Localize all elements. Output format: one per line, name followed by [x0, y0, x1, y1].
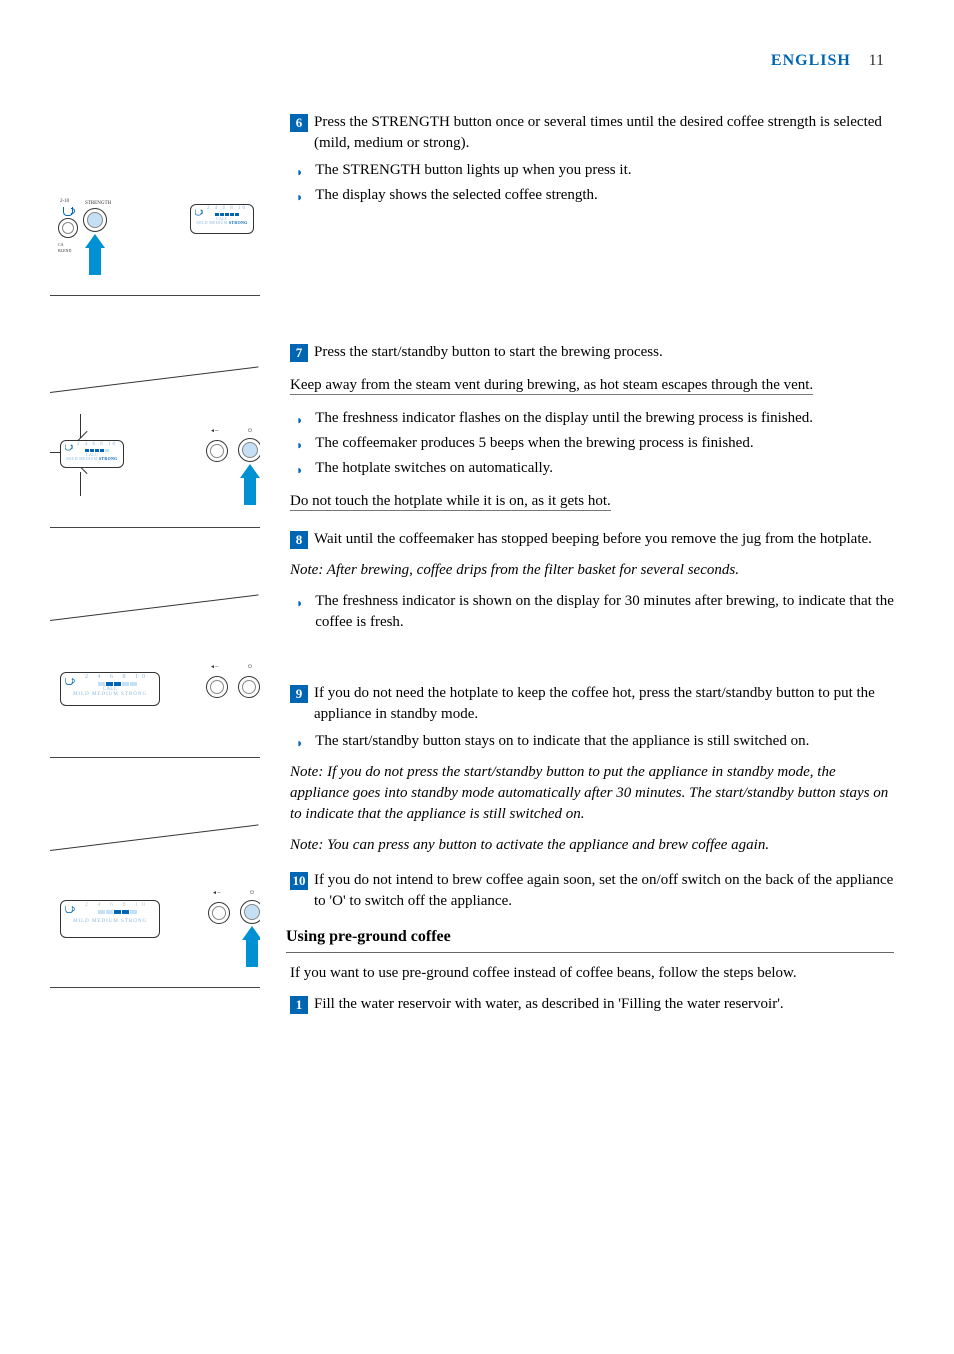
step-text: If you do not intend to brew coffee agai… — [314, 870, 894, 912]
illustration-step-9: 2 4 6 8 10 MILD MEDIUM STRONG ◄─ ⏻ — [50, 802, 260, 1002]
step-8: 8 Wait until the coffeemaker has stopped… — [290, 529, 894, 550]
step-number-box: 8 — [290, 531, 308, 549]
note-text: Note: You can press any button to activa… — [290, 835, 894, 856]
note-text: Note: After brewing, coffee drips from t… — [290, 560, 894, 581]
step-6: 6 Press the STRENGTH button once or seve… — [290, 112, 894, 154]
bullet-item: ◗ The STRENGTH button lights up when you… — [290, 160, 894, 181]
section-intro: If you want to use pre-ground coffee ins… — [290, 963, 894, 984]
note-text: Note: If you do not press the start/stan… — [290, 762, 894, 825]
step-1-preground: 1 Fill the water reservoir with water, a… — [290, 994, 894, 1015]
step-text: Press the STRENGTH button once or severa… — [314, 112, 894, 154]
page-header: ENGLISH 11 — [50, 50, 894, 72]
warning-text: Do not touch the hotplate while it is on… — [290, 487, 894, 516]
bullet-item: ◗ The freshness indicator flashes on the… — [290, 408, 894, 429]
step-9: 9 If you do not need the hotplate to kee… — [290, 683, 894, 725]
bullet-icon: ◗ — [296, 164, 303, 181]
bullet-item: ◗ The freshness indicator is shown on th… — [290, 591, 894, 633]
step-text: Press the start/standby button to start … — [314, 342, 894, 363]
illustration-column: 2-10 STRENGTH CABLEND 2 4 6 8 10 CALC MI… — [50, 112, 260, 1020]
illustration-step-7: 2 4 6 8 10 CALC MILD MEDIUM STRONG ◄─ ⏻ — [50, 342, 260, 542]
warning-text: Keep away from the steam vent during bre… — [290, 371, 894, 400]
step-number-box: 6 — [290, 114, 308, 132]
bullet-icon: ◗ — [296, 735, 303, 752]
step-number-box: 7 — [290, 344, 308, 362]
illustration-step-8: 2 4 6 8 10 CALC MILD MEDIUM STRONG ◄─ ⏻ — [50, 572, 260, 772]
bullet-icon: ◗ — [296, 462, 303, 479]
step-10: 10 If you do not intend to brew coffee a… — [290, 870, 894, 912]
bullet-item: ◗ The hotplate switches on automatically… — [290, 458, 894, 479]
step-7: 7 Press the start/standby button to star… — [290, 342, 894, 363]
step-text: Wait until the coffeemaker has stopped b… — [314, 529, 894, 550]
step-text: Fill the water reservoir with water, as … — [314, 994, 894, 1015]
bullet-icon: ◗ — [296, 595, 303, 612]
bullet-item: ◗ The start/standby button stays on to i… — [290, 731, 894, 752]
bullet-icon: ◗ — [296, 412, 303, 429]
bullet-icon: ◗ — [296, 189, 303, 206]
illustration-step-6: 2-10 STRENGTH CABLEND 2 4 6 8 10 CALC MI… — [50, 112, 260, 312]
bullet-item: ◗ The coffeemaker produces 5 beeps when … — [290, 433, 894, 454]
header-language: ENGLISH — [771, 52, 851, 69]
section-heading: Using pre-ground coffee — [286, 926, 894, 952]
bullet-icon: ◗ — [296, 437, 303, 454]
bullet-item: ◗ The display shows the selected coffee … — [290, 185, 894, 206]
step-number-box: 1 — [290, 996, 308, 1014]
step-text: If you do not need the hotplate to keep … — [314, 683, 894, 725]
header-page-number: 11 — [869, 52, 884, 69]
main-text-column: 6 Press the STRENGTH button once or seve… — [290, 112, 894, 1020]
step-number-box: 10 — [290, 872, 308, 890]
step-number-box: 9 — [290, 685, 308, 703]
